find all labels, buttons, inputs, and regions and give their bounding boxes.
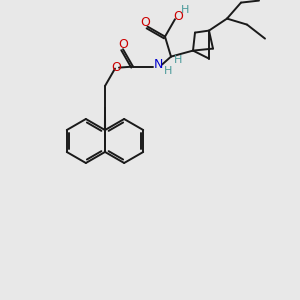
- Text: O: O: [141, 16, 151, 29]
- Text: O: O: [111, 61, 121, 74]
- Text: O: O: [173, 10, 183, 23]
- Text: N: N: [153, 58, 163, 71]
- Text: H: H: [164, 66, 172, 76]
- Text: H: H: [174, 55, 182, 64]
- Text: H: H: [181, 5, 189, 15]
- Text: O: O: [118, 38, 128, 51]
